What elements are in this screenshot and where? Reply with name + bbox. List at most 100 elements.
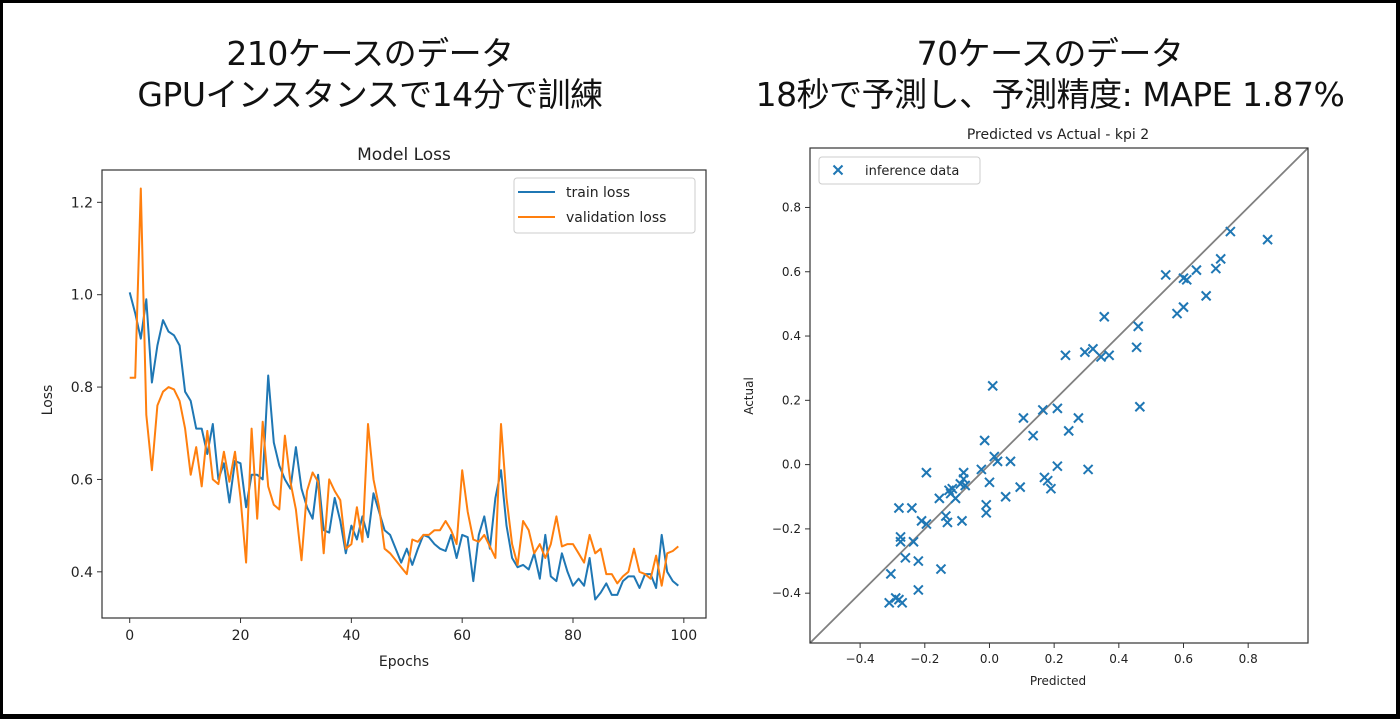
scatter-point: [1095, 351, 1107, 363]
scatter-point: [1103, 350, 1115, 361]
scatter-point: [1052, 461, 1063, 472]
scatter-point: [1210, 263, 1222, 274]
scatter-x-label: Predicted: [1030, 674, 1086, 688]
scatter-point: [913, 555, 924, 567]
loss-y-tick-label: 1.2: [71, 195, 93, 211]
loss-x-tick-label: 20: [232, 628, 250, 644]
scatter-point: [943, 485, 955, 496]
scatter-point: [1087, 343, 1099, 355]
scatter-point: [1099, 311, 1110, 322]
scatter-point: [1133, 321, 1144, 332]
scatter-point: [1018, 412, 1029, 424]
scatter-point: [908, 536, 919, 547]
scatter-point: [960, 480, 971, 491]
scatter-point: [1000, 491, 1011, 502]
scatter-y-tick-label: 0.0: [782, 458, 801, 472]
headline-inference-line-1: 70ケースのデータ: [916, 34, 1184, 73]
loss-x-tick-label: 0: [125, 628, 134, 644]
loss-plot-border: [101, 169, 707, 619]
scatter-point: [984, 477, 995, 488]
scatter-point: [913, 584, 924, 596]
scatter-point: [981, 507, 992, 519]
scatter-point: [921, 518, 932, 530]
scatter-point: [947, 483, 958, 494]
scatter-point: [1131, 342, 1142, 353]
headline-inference: 70ケースのデータ 18秒で予測し、予測精度: MAPE 1.87%: [705, 33, 1395, 115]
loss-y-axis: 0.4 0.6 0.8 1.0 1.2: [71, 195, 102, 581]
scatter-point: [956, 515, 968, 527]
scatter-point: [1073, 412, 1084, 424]
scatter-point: [1045, 483, 1057, 494]
headline-inference-line-2: 18秒で予測し、予測精度: MAPE 1.87%: [755, 75, 1345, 114]
scatter-points: [884, 226, 1273, 609]
loss-series: [128, 187, 679, 601]
scatter-x-tick-label: 0.6: [1174, 652, 1193, 666]
scatter-point: [1079, 346, 1091, 358]
headline-training-line-1: 210ケースのデータ: [226, 34, 514, 73]
scatter-point: [1042, 475, 1053, 486]
scatter-point: [1178, 272, 1189, 284]
scatter-point: [1191, 264, 1202, 276]
loss-legend-box: [513, 177, 696, 234]
loss-y-tick-label: 0.8: [71, 380, 93, 396]
scatter-y-label: Actual: [742, 377, 756, 415]
loss-chart-title: Model Loss: [357, 145, 451, 165]
scatter-y-axis: −0.4 −0.2 0.0 0.2 0.4 0.6 0.8: [772, 200, 810, 600]
scatter-x-tick-label: 0.0: [980, 652, 999, 666]
scatter-plot-border: [809, 147, 1309, 644]
scatter-y-tick-label: 0.6: [782, 265, 801, 279]
loss-y-tick-label: 0.6: [71, 472, 93, 488]
loss-x-tick-label: 100: [670, 628, 697, 644]
scatter-y-tick-label: −0.2: [772, 522, 801, 536]
scatter-point: [1225, 226, 1236, 237]
scatter-point: [989, 451, 1000, 462]
scatter-point: [1160, 269, 1171, 281]
scatter-point: [895, 536, 906, 547]
loss-x-tick-label: 40: [342, 628, 360, 644]
validation-loss-line: [129, 187, 679, 587]
loss-chart: Model Loss 0 20 40 60 80 100 0.40.60.81.01.2 …: [40, 145, 707, 670]
scatter-point: [900, 552, 911, 564]
scatter-point: [958, 467, 969, 478]
scatter-point: [1082, 464, 1094, 475]
legend-validation-label: validation loss: [566, 210, 666, 226]
scatter-point: [987, 380, 998, 392]
scatter-point: [950, 493, 961, 504]
scatter-point: [979, 435, 990, 446]
identity-line: [809, 147, 1309, 644]
legend-train-label: train loss: [566, 185, 630, 201]
scatter-legend-box: [818, 156, 981, 185]
scatter-point: [1060, 350, 1071, 361]
scatter-point: [942, 517, 953, 528]
scatter-point: [906, 502, 918, 514]
scatter-point: [940, 510, 952, 522]
scatter-point: [935, 563, 947, 575]
scatter-y-tick-label: 0.8: [782, 200, 801, 214]
loss-x-label: Epochs: [379, 654, 429, 670]
loss-x-axis: 0 20 40 60 80 100: [125, 618, 697, 644]
scatter-x-tick-label: −0.2: [910, 652, 939, 666]
legend-x-marker-icon: [832, 164, 844, 176]
loss-y-label: Loss: [40, 385, 56, 416]
scatter-y-tick-label: 0.4: [782, 329, 801, 343]
scatter-y-tick-label: −0.4: [772, 586, 801, 600]
scatter-y-tick-label: 0.2: [782, 393, 801, 407]
scatter-legend-label: inference data: [865, 164, 959, 179]
scatter-point: [896, 597, 908, 609]
scatter-chart-title: Predicted vs Actual - kpi 2: [967, 127, 1149, 143]
scatter-point: [1005, 456, 1016, 467]
scatter-x-tick-label: −0.4: [846, 652, 875, 666]
scatter-point: [885, 568, 897, 580]
scatter-chart: Predicted vs Actual - kpi 2 −0.4 −0.2 0.0 0…: [742, 127, 1309, 688]
scatter-point: [1178, 301, 1189, 313]
scatter-point: [1014, 481, 1026, 493]
scatter-point: [884, 597, 895, 609]
loss-y-tick-label: 1.0: [71, 288, 93, 304]
scatter-x-tick-label: 0.4: [1109, 652, 1128, 666]
scatter-point: [895, 531, 906, 543]
legend-marker: [832, 164, 844, 176]
scatter-point: [1037, 404, 1049, 416]
scatter-point: [981, 499, 992, 510]
scatter-point: [890, 592, 901, 604]
